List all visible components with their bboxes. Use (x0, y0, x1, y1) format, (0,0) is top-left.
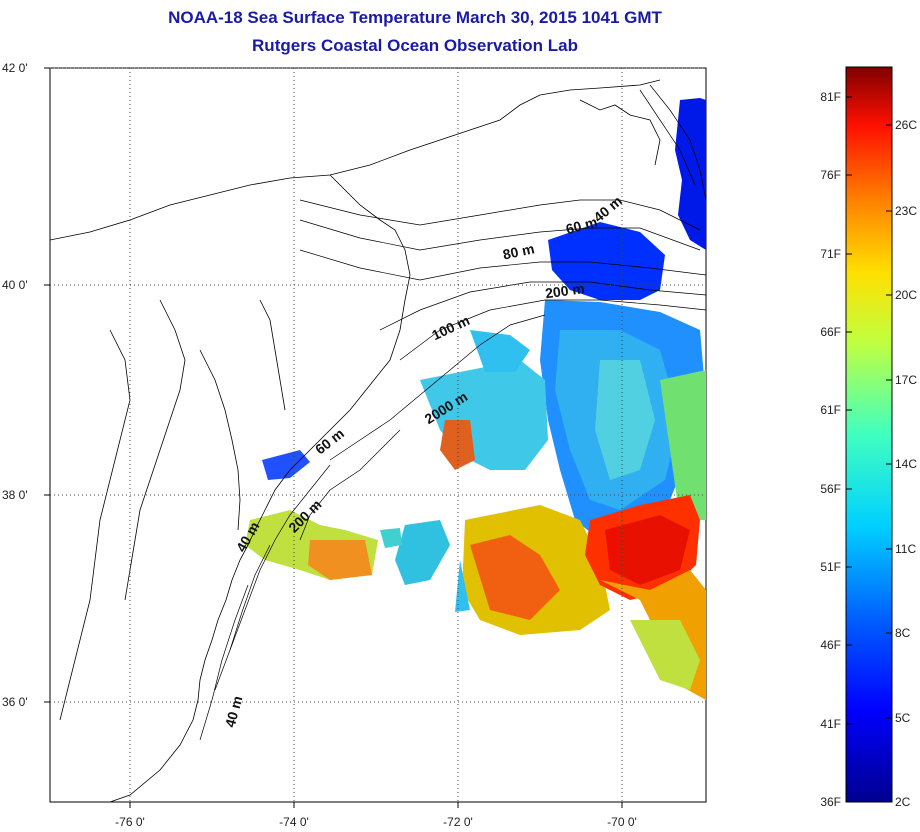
cbar-f-51: 51F (820, 560, 841, 574)
bathymetry-contours (199, 84, 706, 741)
lon-tick-70: -70 0' (607, 815, 637, 829)
cbar-c-11: 11C (895, 542, 916, 556)
cbar-f-46: 46F (820, 638, 841, 652)
lon-tick-76: -76 0' (115, 815, 145, 829)
lat-tick-38: 38 0' (2, 488, 28, 502)
gridlines (50, 67, 706, 802)
tick-marks (44, 67, 623, 808)
lon-tick-72: -72 0' (443, 815, 473, 829)
cbar-f-61: 61F (820, 403, 841, 417)
map-title: NOAA-18 Sea Surface Temperature March 30… (168, 8, 662, 27)
contour-label-60m-ne: 60 m (564, 213, 599, 237)
cbar-c-5: 5C (895, 711, 911, 725)
lat-tick-42: 42 0' (2, 61, 28, 75)
cbar-f-56: 56F (820, 482, 841, 496)
cbar-c-14: 14C (895, 457, 917, 471)
contour-label-40m-south: 40 m (222, 694, 246, 729)
cbar-c-26: 26C (895, 118, 917, 132)
contour-label-80m: 80 m (501, 240, 536, 262)
cbar-f-41: 41F (820, 717, 841, 731)
cbar-f-81: 81F (820, 90, 841, 104)
coastline-layer (50, 79, 661, 802)
cbar-f-76: 76F (820, 168, 841, 182)
lat-tick-40: 40 0' (2, 278, 28, 292)
cbar-f-66: 66F (820, 325, 841, 339)
cbar-c-17: 17C (895, 373, 917, 387)
cbar-c-8: 8C (895, 626, 911, 640)
cbar-c-2: 2C (895, 795, 911, 809)
cbar-f-36: 36F (820, 795, 841, 809)
cbar-c-23: 23C (895, 204, 917, 218)
cbar-f-71: 71F (820, 247, 841, 261)
colorbar-gradient (845, 66, 893, 803)
sst-data-layer (245, 98, 706, 700)
colorbar: 81F 76F 71F 66F 61F 56F 51F 46F 41F 36F … (820, 66, 917, 809)
map-subtitle: Rutgers Coastal Ocean Observation Lab (252, 36, 578, 55)
lat-tick-36: 36 0' (2, 695, 28, 709)
lon-tick-74: -74 0' (279, 815, 309, 829)
cbar-c-20: 20C (895, 288, 917, 302)
